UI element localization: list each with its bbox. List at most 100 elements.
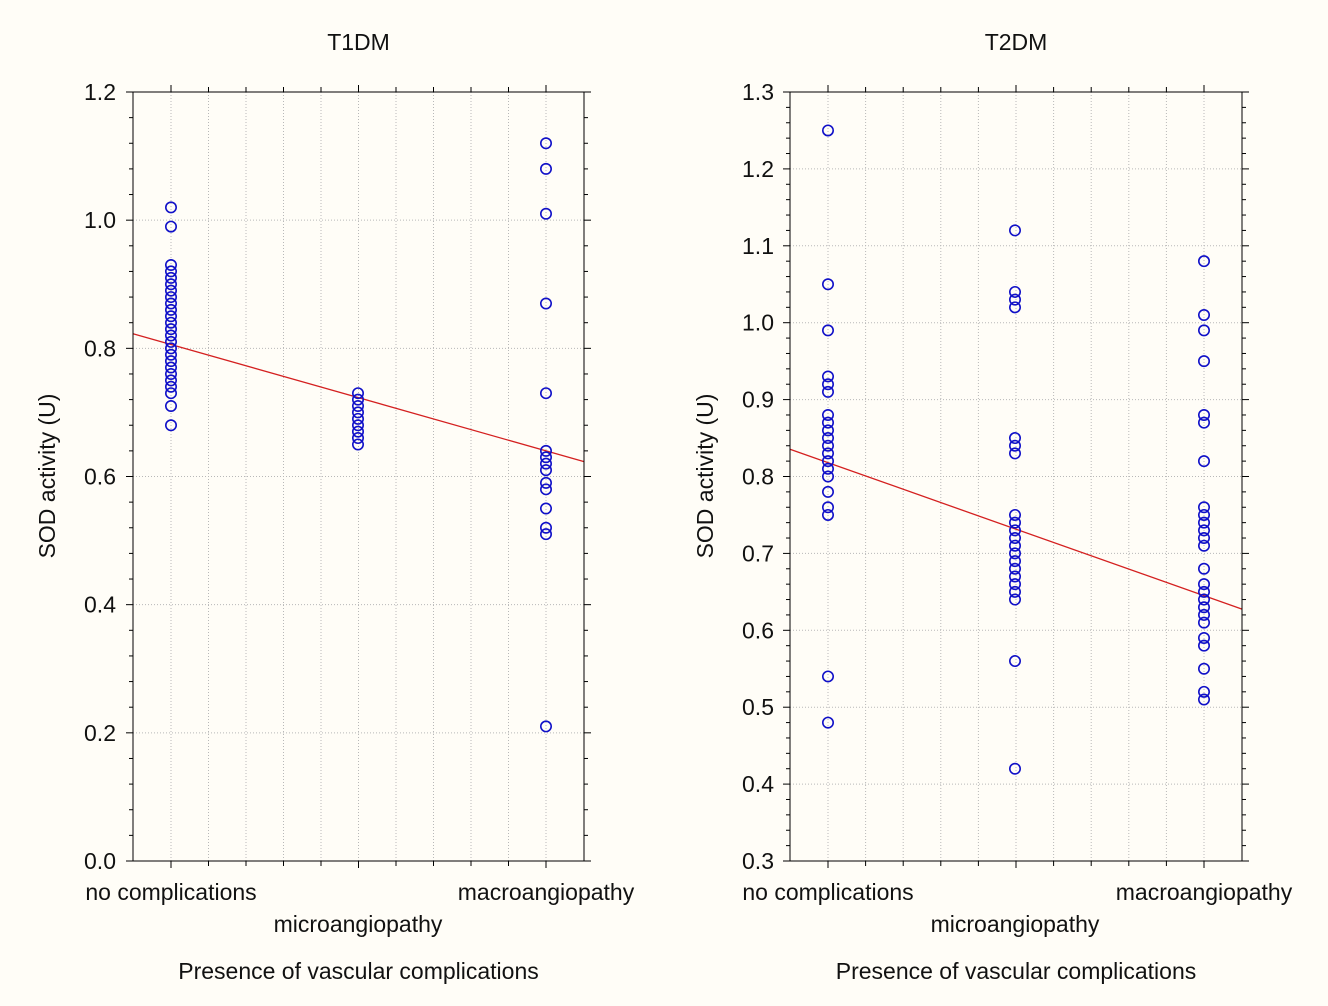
data-point [1008, 655, 1021, 668]
chart-title: T1DM [327, 29, 390, 55]
data-point [1198, 608, 1211, 621]
data-point [1008, 562, 1021, 575]
data-point [821, 424, 834, 437]
data-point [1198, 593, 1211, 606]
data-point [1198, 539, 1211, 552]
data-point [165, 348, 178, 361]
x-category-label-macroangiopathy: macroangiopathy [458, 879, 635, 905]
data-point [1198, 501, 1211, 514]
data-point [1198, 255, 1211, 268]
data-point [539, 483, 552, 496]
data-point [821, 124, 834, 137]
data-point [165, 297, 178, 310]
data-point [539, 521, 552, 534]
data-points [165, 137, 552, 733]
y-tick-label: 0.4 [84, 592, 116, 618]
y-tick-label: 0.6 [84, 464, 116, 490]
data-point [165, 220, 178, 233]
data-point [165, 278, 178, 291]
data-point [1008, 593, 1021, 606]
data-point [165, 374, 178, 387]
data-point [539, 137, 552, 150]
data-point [165, 361, 178, 374]
data-point [1008, 447, 1021, 460]
data-point [1198, 578, 1211, 591]
data-point [821, 508, 834, 521]
data-point [821, 716, 834, 729]
data-point [351, 425, 364, 438]
data-point [1198, 524, 1211, 537]
data-point [1198, 324, 1211, 337]
y-tick-labels: 0.0 0.2 0.4 0.6 0.8 1.0 1.2 [84, 79, 116, 874]
data-point [821, 408, 834, 421]
data-point [1198, 685, 1211, 698]
data-point [1008, 570, 1021, 583]
y-tick-label: 0.0 [84, 848, 116, 874]
data-point [351, 400, 364, 413]
data-point [1008, 439, 1021, 452]
grid-lines [133, 92, 584, 861]
data-point [821, 670, 834, 683]
data-point [821, 378, 834, 391]
data-point [1008, 508, 1021, 521]
data-point [1008, 762, 1021, 775]
data-point [165, 419, 178, 432]
x-axis-label: Presence of vascular complications [836, 958, 1197, 984]
x-category-label-no-complications: no complications [85, 879, 256, 905]
data-point [821, 432, 834, 445]
data-point [821, 455, 834, 468]
data-point [165, 329, 178, 342]
data-point [1198, 508, 1211, 521]
data-point [539, 297, 552, 310]
y-tick-label: 0.8 [742, 464, 774, 490]
data-point [165, 355, 178, 368]
data-point [165, 342, 178, 355]
data-point [165, 310, 178, 323]
data-point [165, 335, 178, 348]
axis-ticks [783, 85, 1249, 868]
data-point [1198, 585, 1211, 598]
data-point [1008, 516, 1021, 529]
data-point [1008, 224, 1021, 237]
y-axis-label: SOD activity (U) [692, 394, 718, 559]
x-category-label-microangiopathy: microangiopathy [274, 911, 443, 937]
data-point [1198, 662, 1211, 675]
data-point [165, 284, 178, 297]
y-axis-label: SOD activity (U) [34, 394, 60, 559]
y-tick-label: 1.2 [742, 156, 774, 182]
data-point [1198, 408, 1211, 421]
data-point [351, 419, 364, 432]
data-point [1198, 532, 1211, 545]
y-tick-label: 0.6 [742, 617, 774, 643]
data-point [539, 528, 552, 541]
data-point [351, 406, 364, 419]
data-point [821, 447, 834, 460]
data-point [539, 464, 552, 477]
data-point [1198, 639, 1211, 652]
data-point [351, 393, 364, 406]
y-tick-label: 0.3 [742, 848, 774, 874]
panel-t2dm: 0.3 0.4 0.5 0.6 0.7 0.8 0.9 1.0 1.1 1.2 1.3 T2DM n… [692, 29, 1293, 984]
data-point [165, 291, 178, 304]
data-point [821, 462, 834, 475]
data-point [821, 324, 834, 337]
data-point [821, 416, 834, 429]
panel-t1dm: 0.0 0.2 0.4 0.6 0.8 1.0 1.2 T1DM no complicati… [34, 29, 635, 984]
data-point [821, 485, 834, 498]
x-category-label-microangiopathy: microangiopathy [931, 911, 1100, 937]
data-point [165, 323, 178, 336]
x-category-label-no-complications: no complications [742, 879, 913, 905]
data-point [1198, 693, 1211, 706]
data-point [165, 387, 178, 400]
data-point [165, 201, 178, 214]
data-point [1008, 301, 1021, 314]
data-point [1008, 585, 1021, 598]
data-point [165, 316, 178, 329]
y-tick-label: 0.4 [742, 771, 774, 797]
data-point [539, 502, 552, 515]
data-point [1008, 578, 1021, 591]
data-point [1008, 555, 1021, 568]
y-tick-label: 1.2 [84, 79, 116, 105]
x-category-label-macroangiopathy: macroangiopathy [1116, 879, 1293, 905]
